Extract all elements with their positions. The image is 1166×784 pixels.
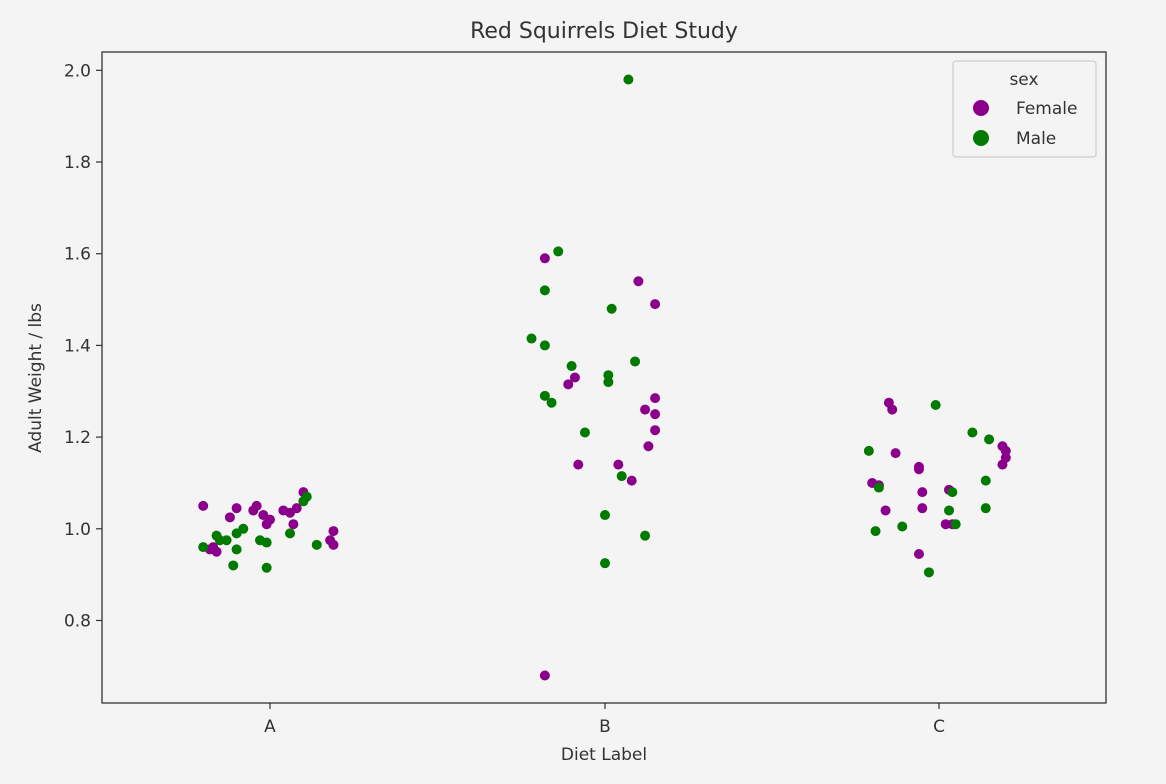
x-axis: A B C [264,703,945,737]
data-points [198,74,1011,681]
data-point-male [539,340,550,351]
data-point-male [623,74,634,85]
data-point-male [285,528,296,539]
data-point-male [873,482,884,493]
data-point-female [563,379,574,390]
data-point-female [997,459,1008,470]
data-point-female [569,372,580,383]
data-point-female [328,539,339,550]
data-point-male [261,537,272,548]
data-point-female [643,441,654,452]
y-axis-label: Adult Weight / lbs [26,303,46,453]
data-point-female [539,670,550,681]
x-tick-label: C [933,717,945,737]
y-axis: 0.8 1.0 1.2 1.4 1.6 1.8 2.0 [64,61,102,631]
data-point-male [539,390,550,401]
data-point-female [887,404,898,415]
data-point-male [863,445,874,456]
data-point-female [917,503,928,514]
data-point-female [573,459,584,470]
data-point-male [980,503,991,514]
data-point-female [913,464,924,475]
data-point-male [238,523,249,534]
data-point-male [261,562,272,573]
data-point-female [251,500,262,511]
data-point-female [890,448,901,459]
data-point-male [606,303,617,314]
data-point-female [917,487,928,498]
x-tick-label: B [599,717,611,737]
data-point-male [616,471,627,482]
data-point-female [650,409,661,420]
data-point-male [198,542,209,553]
data-point-female [224,512,235,523]
data-point-female [650,425,661,436]
x-tick-label: A [264,717,276,737]
x-axis-label: Diet Label [561,745,647,765]
data-point-male [980,475,991,486]
data-point-female [261,519,272,530]
data-point-male [214,535,225,546]
data-point-male [231,544,242,555]
y-tick-label: 1.2 [64,428,91,448]
data-point-male [526,333,537,344]
legend-marker-male [973,130,989,146]
legend-title: sex [1009,70,1038,90]
data-point-male [600,558,610,569]
data-point-female [913,549,924,560]
data-point-female [328,526,339,537]
data-point-male [228,560,239,571]
data-point-male [566,361,577,372]
y-tick-label: 1.0 [64,520,91,540]
data-point-male [600,510,610,521]
data-point-female [626,475,637,486]
legend-label-female: Female [1016,99,1077,119]
data-point-male [897,521,908,532]
data-point-male [553,246,564,257]
data-point-male [301,491,312,502]
data-point-female [198,500,209,511]
data-point-male [930,400,941,411]
data-point-male [944,505,955,516]
data-point-male [950,519,961,530]
data-point-female [650,299,661,310]
data-point-female [291,503,302,514]
data-point-male [967,427,978,438]
data-point-male [603,377,614,388]
data-point-male [546,397,557,408]
data-point-female [613,459,624,470]
data-point-male [539,285,550,296]
legend: sex Female Male [952,60,1097,158]
data-point-male [870,526,881,537]
data-point-male [640,530,651,541]
legend-label-male: Male [1016,129,1056,149]
y-tick-label: 1.8 [64,153,91,173]
legend-marker-female [973,100,989,116]
data-point-female [650,393,661,404]
data-point-female [231,503,242,514]
data-point-male [603,370,614,381]
data-point-male [630,356,641,367]
data-point-male [579,427,590,438]
data-point-female [539,253,550,264]
data-point-female [1000,445,1011,456]
data-point-male [947,487,958,498]
data-point-female [633,276,644,287]
data-point-male [923,567,934,578]
chart-title: Red Squirrels Diet Study [470,19,738,44]
data-point-male [984,434,995,445]
data-point-female [880,505,891,516]
y-tick-label: 0.8 [64,611,91,631]
data-point-female [640,404,651,415]
y-tick-label: 1.6 [64,245,91,265]
data-point-male [311,539,322,550]
y-tick-label: 1.4 [64,336,91,356]
data-point-female [288,519,299,530]
y-tick-label: 2.0 [64,61,91,81]
legend-frame [952,60,1097,158]
